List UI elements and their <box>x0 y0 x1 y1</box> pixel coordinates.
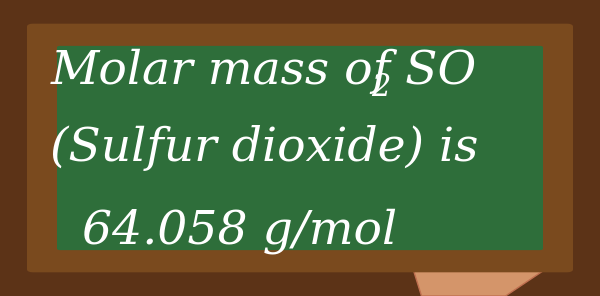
Text: (Sulfur dioxide) is: (Sulfur dioxide) is <box>50 125 478 171</box>
Text: Molar mass of SO: Molar mass of SO <box>51 49 477 94</box>
Polygon shape <box>411 217 548 296</box>
Text: 2: 2 <box>371 72 391 103</box>
Text: 64.058 g/mol: 64.058 g/mol <box>82 208 398 254</box>
